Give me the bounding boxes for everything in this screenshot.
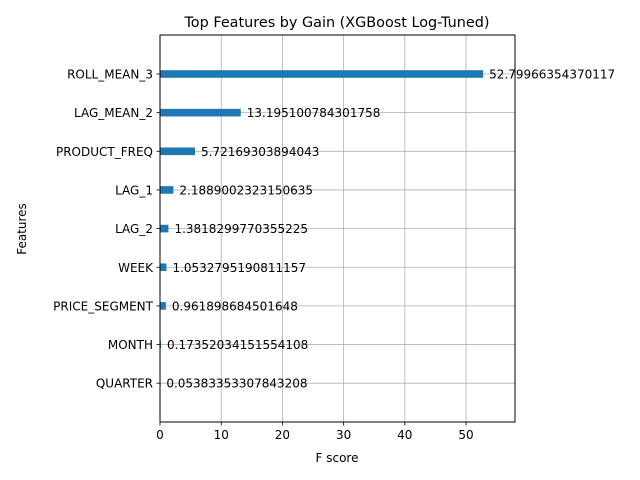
x-tick-label: 10 (214, 428, 229, 442)
value-label: 0.17352034151554108 (167, 338, 308, 352)
value-label: 13.195100784301758 (247, 106, 381, 120)
bar (160, 108, 241, 117)
y-tick-label: LAG_MEAN_2 (74, 106, 153, 120)
value-label: 0.961898684501648 (172, 299, 298, 313)
chart-title: Top Features by Gain (XGBoost Log-Tuned) (183, 15, 489, 31)
y-tick-label: MONTH (108, 338, 153, 352)
bar (160, 147, 196, 156)
value-label: 5.72169303894043 (201, 145, 319, 159)
x-tick-label: 50 (458, 428, 473, 442)
bar (160, 340, 162, 349)
x-tick-label: 0 (156, 428, 164, 442)
value-label: 0.05383353307843208 (166, 377, 307, 391)
bar (160, 186, 174, 194)
y-tick-label: WEEK (118, 261, 154, 275)
x-tick-label: 30 (336, 428, 351, 442)
x-tick-label: 40 (397, 428, 412, 442)
bar (160, 224, 169, 233)
y-axis-label: Features (15, 203, 29, 255)
ticks-group: 0 10 20 30 40 50 ROLL_MEAN_3 LAG_MEAN_2 PRODUCT_… (53, 68, 474, 443)
bar (160, 302, 166, 310)
x-axis-label: F score (316, 451, 359, 465)
y-tick-label: PRICE_SEGMENT (53, 299, 153, 313)
y-tick-label: QUARTER (96, 377, 153, 391)
bar (160, 70, 484, 78)
y-tick-label: PRODUCT_FREQ (56, 145, 153, 159)
y-tick-label: LAG_2 (115, 222, 153, 236)
value-labels-group: 52.79966354370117 13.195100784301758 5.721… (166, 68, 615, 391)
value-label: 1.3818299770355225 (174, 222, 308, 236)
value-label: 2.1889002323150635 (179, 183, 313, 197)
bar (160, 263, 167, 272)
y-tick-label: LAG_1 (115, 183, 153, 197)
value-label: 52.79966354370117 (489, 68, 615, 82)
x-tick-label: 20 (275, 428, 290, 442)
value-label: 1.0532795190811157 (172, 261, 306, 275)
y-tick-label: ROLL_MEAN_3 (67, 68, 153, 82)
